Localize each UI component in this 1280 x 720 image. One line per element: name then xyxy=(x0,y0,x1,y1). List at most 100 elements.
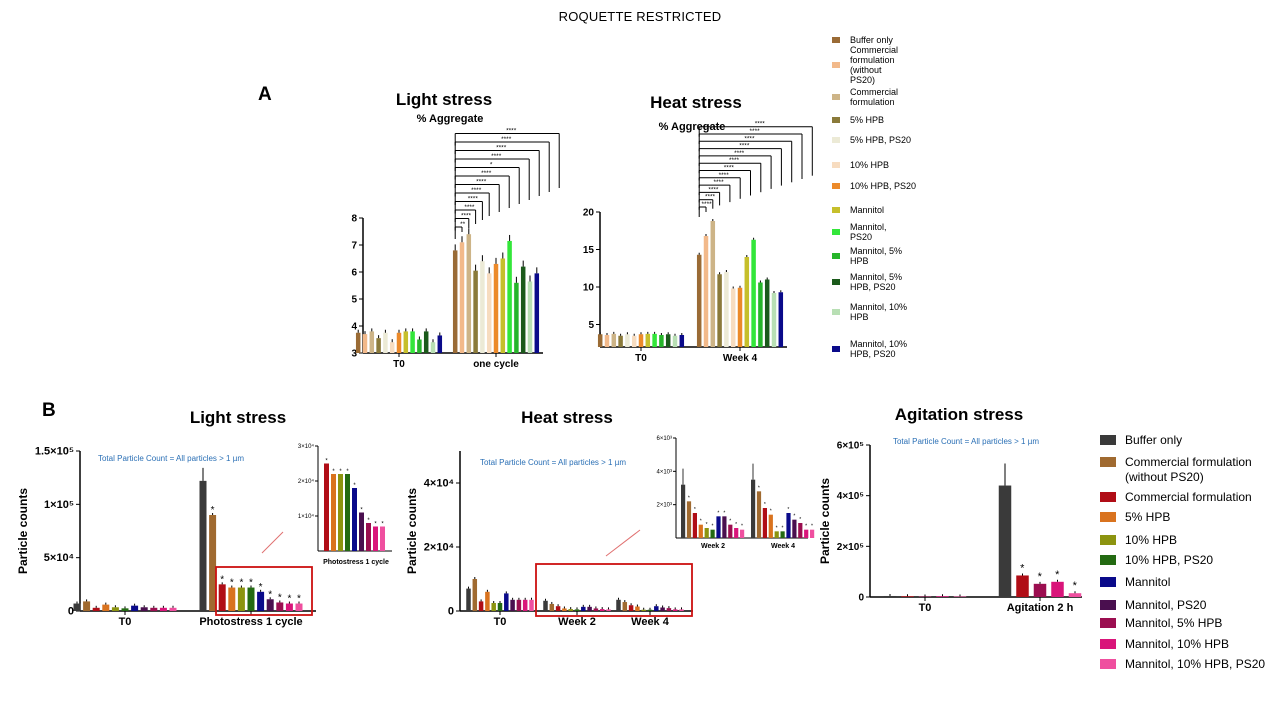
bar xyxy=(618,335,623,347)
legend-swatch xyxy=(832,62,840,68)
legend-label: Commercial formulation xyxy=(1125,455,1252,469)
inset-asterisk: * xyxy=(374,522,377,528)
bar xyxy=(493,263,499,353)
inset-asterisk: * xyxy=(758,485,760,491)
significance-asterisk: * xyxy=(1020,562,1025,574)
bar xyxy=(764,279,770,347)
inset-asterisk: * xyxy=(694,507,696,513)
significance-label: **** xyxy=(705,194,716,201)
significance-label: **** xyxy=(464,204,475,211)
bar xyxy=(266,599,274,611)
chart-subtitle: % Aggregate xyxy=(417,113,484,125)
bar xyxy=(355,332,361,353)
inset-bar xyxy=(804,529,809,538)
legend-label: 10% HPB xyxy=(1125,533,1177,547)
y-tick-label: 20 xyxy=(583,208,595,219)
x-tick-label: T0 xyxy=(919,602,932,614)
bar xyxy=(562,608,567,611)
legend-label: Buffer only xyxy=(1125,433,1182,447)
bar xyxy=(466,234,472,353)
bar xyxy=(883,595,897,597)
bar xyxy=(121,608,129,611)
bar xyxy=(257,591,265,611)
bar xyxy=(218,584,226,611)
inset-bar xyxy=(762,508,767,538)
x-tick-label: T0 xyxy=(494,616,507,628)
bar xyxy=(778,292,784,347)
bar xyxy=(581,606,586,611)
bar xyxy=(159,607,167,611)
inset-asterisk: * xyxy=(741,524,743,530)
inset-connector xyxy=(261,531,284,554)
legend-swatch xyxy=(832,346,840,352)
inset-bar xyxy=(704,528,709,538)
bar xyxy=(485,591,490,611)
y-tick-label: 0 xyxy=(448,606,454,618)
legend-label: (without PS20) xyxy=(1125,470,1204,484)
y-tick-label: 15 xyxy=(583,245,595,256)
significance-label: **** xyxy=(461,213,472,220)
inset-bar xyxy=(756,491,762,538)
legend-swatch xyxy=(1100,555,1116,565)
inset-bar xyxy=(768,514,773,538)
bar xyxy=(744,257,750,347)
inset-bar xyxy=(352,488,357,551)
inset-y-tick-label: 3×10⁴ xyxy=(298,443,315,450)
y-tick-label: 6×10⁵ xyxy=(837,441,865,452)
legend-label: formulation xyxy=(850,97,895,107)
legend-label: Buffer only xyxy=(850,35,893,45)
bar xyxy=(1016,575,1029,597)
inset-bar xyxy=(798,523,803,538)
legend-label: (without xyxy=(850,65,882,75)
legend-label: Mannitol, 10% HPB, PS20 xyxy=(1125,657,1265,671)
inset-bar xyxy=(810,529,815,538)
chart-title: Agitation stress xyxy=(895,405,1023,424)
bar xyxy=(635,606,640,611)
inset-bar xyxy=(324,463,329,551)
bar xyxy=(383,332,388,353)
significance-asterisk: * xyxy=(1038,571,1043,583)
legend-swatch xyxy=(1100,600,1116,610)
bar xyxy=(507,240,512,353)
legend-label: 10% HPB xyxy=(850,160,889,170)
legend-swatch xyxy=(1100,659,1116,669)
significance-label: **** xyxy=(744,135,755,142)
chart-note: Total Particle Count = All particles > 1… xyxy=(480,458,626,467)
chart-note: Total Particle Count = All particles > 1… xyxy=(98,454,244,463)
bar xyxy=(131,605,139,611)
legend-swatch xyxy=(832,207,840,213)
bar xyxy=(510,599,515,611)
y-tick-label: 1×10⁵ xyxy=(44,499,74,511)
bar xyxy=(654,606,659,611)
bar xyxy=(102,604,110,611)
legend-label: Mannitol, xyxy=(850,222,887,232)
bar xyxy=(543,600,548,611)
y-axis-label: Particle counts xyxy=(818,478,832,564)
inset-asterisk: * xyxy=(787,507,789,513)
bar xyxy=(209,515,217,611)
y-tick-label: 4×10⁴ xyxy=(424,478,454,490)
inset-bar xyxy=(786,513,791,538)
y-tick-label: 1.5×10⁵ xyxy=(35,446,74,458)
legend-swatch xyxy=(832,117,840,123)
y-axis-label: Particle counts xyxy=(405,488,419,574)
significance-label: * xyxy=(490,162,493,169)
bar xyxy=(679,609,684,611)
significance-label: **** xyxy=(481,170,492,177)
bar xyxy=(679,335,685,347)
confidentiality-header: ROQUETTE RESTRICTED xyxy=(558,9,722,24)
significance-label: **** xyxy=(713,179,724,186)
y-tick-label: 5 xyxy=(351,295,357,306)
bar xyxy=(659,335,664,347)
bar xyxy=(504,593,509,611)
inset-asterisk: * xyxy=(805,524,807,530)
bar xyxy=(652,333,657,347)
inset-y-tick-label: 4×10³ xyxy=(656,469,672,475)
bar xyxy=(703,236,709,347)
bar xyxy=(369,331,375,353)
legend-label: 5% HPB xyxy=(850,115,884,125)
bar xyxy=(389,342,395,353)
inset-asterisk: * xyxy=(735,522,737,528)
legend-swatch xyxy=(1100,512,1116,522)
